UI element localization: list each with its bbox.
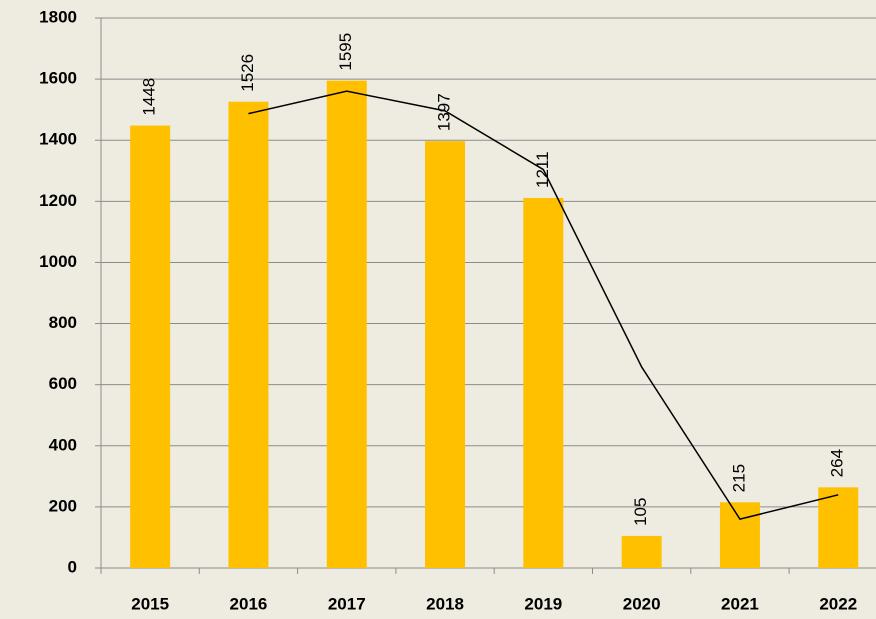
y-tick-label: 1400 (39, 130, 77, 149)
value-label: 215 (729, 464, 748, 492)
value-label: 1595 (336, 33, 355, 71)
trend-line (248, 90, 839, 520)
y-tick-label: 0 (68, 557, 77, 576)
value-label: 264 (828, 449, 847, 477)
y-tick-label: 800 (49, 313, 77, 332)
y-tick-label: 1600 (39, 69, 77, 88)
bar (818, 487, 859, 568)
bar (621, 535, 662, 568)
y-tick-label: 1200 (39, 191, 77, 210)
bar (130, 125, 171, 569)
x-tick-label: 2019 (524, 594, 562, 613)
bar (228, 101, 269, 568)
x-tick-label: 2020 (623, 594, 661, 613)
x-tick-label: 2015 (131, 594, 169, 613)
y-tick-label: 200 (49, 496, 77, 515)
y-tick-label: 600 (49, 374, 77, 393)
bar (523, 197, 564, 568)
x-tick-label: 2022 (819, 594, 857, 613)
bar (425, 141, 466, 568)
bar (326, 80, 367, 568)
value-label: 1526 (238, 54, 257, 92)
y-tick-label: 1000 (39, 252, 77, 271)
value-label: 1448 (140, 78, 159, 116)
x-tick-label: 2018 (426, 594, 464, 613)
x-tick-label: 2021 (721, 594, 759, 613)
value-label: 105 (631, 498, 650, 526)
x-tick-label: 2017 (328, 594, 366, 613)
x-tick-label: 2016 (230, 594, 268, 613)
y-tick-label: 400 (49, 435, 77, 454)
value-label: 1397 (435, 93, 454, 131)
bar (719, 502, 760, 568)
y-tick-label: 1800 (39, 7, 77, 26)
